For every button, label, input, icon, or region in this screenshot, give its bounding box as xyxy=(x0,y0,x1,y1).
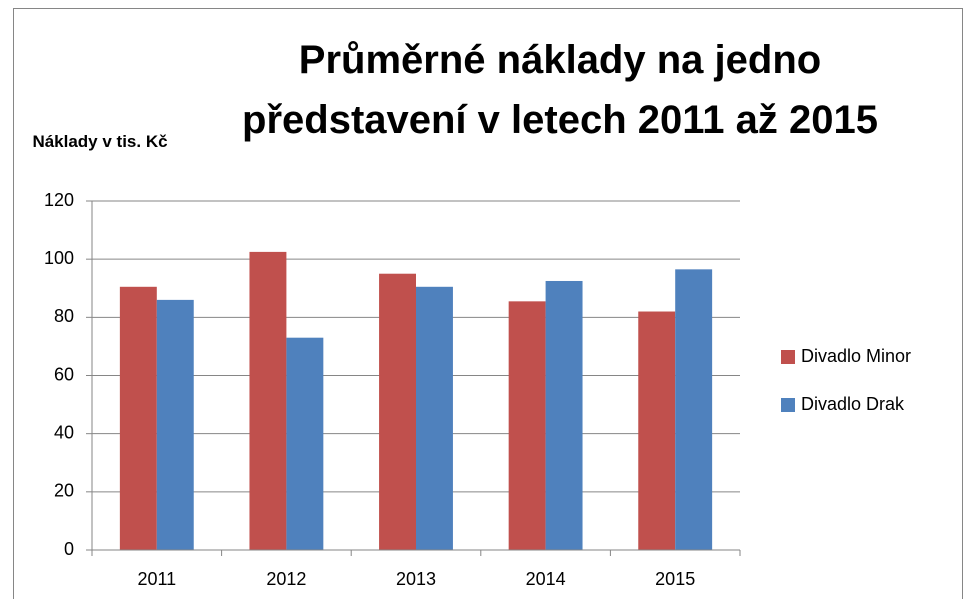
y-tick-label: 80 xyxy=(54,306,74,326)
x-tick-label: 2012 xyxy=(266,569,306,589)
y-axis-label: Náklady v tis. Kč xyxy=(32,132,168,151)
x-tick-label: 2013 xyxy=(396,569,436,589)
bar xyxy=(156,299,194,550)
legend-swatch xyxy=(781,398,795,412)
bar xyxy=(508,301,546,550)
bar xyxy=(416,286,453,550)
x-tick-label: 2014 xyxy=(526,569,566,589)
legend-label: Divadlo Minor xyxy=(801,346,911,366)
bar xyxy=(638,311,676,550)
bar xyxy=(675,269,713,550)
legend-label: Divadlo Drak xyxy=(801,394,905,414)
x-tick-label: 2015 xyxy=(655,569,695,589)
chart-border xyxy=(13,8,963,599)
bar xyxy=(249,251,287,551)
y-tick-label: 60 xyxy=(54,364,74,384)
bar xyxy=(545,280,583,550)
y-tick-label: 20 xyxy=(54,481,74,501)
y-tick-label: 40 xyxy=(54,422,74,442)
bar xyxy=(286,337,324,550)
bar xyxy=(119,286,157,550)
y-tick-label: 100 xyxy=(44,248,74,268)
y-tick-label: 0 xyxy=(64,539,74,559)
y-tick-label: 120 xyxy=(44,190,74,210)
bar xyxy=(379,273,416,550)
x-tick-label: 2011 xyxy=(137,569,176,589)
chart-title: Průměrné náklady na jedno představení v … xyxy=(242,38,878,142)
legend-swatch xyxy=(781,350,795,364)
